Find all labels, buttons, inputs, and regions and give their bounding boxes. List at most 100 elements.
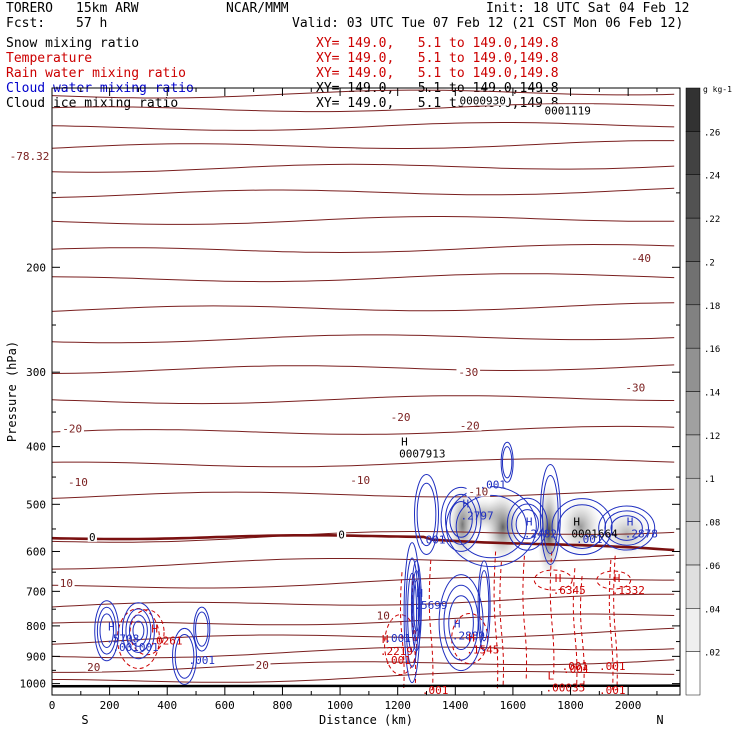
extremum-value: .5699 [414,599,447,612]
cloud-water-contour [195,611,209,647]
temperature-label: -30 [458,366,478,379]
temperature-isotherm [52,89,675,99]
temperature-isotherm [52,216,675,225]
freezing-level-line [52,534,675,552]
extremum-value: .1332 [612,584,645,597]
colorbar-bin [685,131,701,175]
extremum-value: .0261 [149,634,182,647]
temperature-isotherm [52,531,675,543]
temperature-label: -40 [631,252,651,265]
cloud-water-contour [448,595,474,651]
colorbar-tick-label: .02 [704,649,720,659]
temperature-isotherm [52,243,675,254]
cloud-water-contour [539,463,561,565]
temperature-label-bg [58,577,75,589]
temperature-label-bg [336,528,347,540]
extremum-marker: H [401,435,408,448]
y-tick-label: 1000 [20,678,47,691]
field-name: Temperature [6,51,93,66]
y-tick-label: 600 [26,545,46,558]
temperature-label: -30 [625,381,645,394]
temperature-label-bg [66,476,90,488]
temperature-isotherm [52,395,675,405]
institution: NCAR/MMM [226,1,289,16]
x-tick-label: 400 [157,699,177,712]
extremum-marker: H [573,516,580,529]
temperature-label: 0 [89,531,96,544]
extremum-marker: H [108,621,115,634]
contour-value-label: .001 [384,632,411,645]
extremum-marker: H [526,516,533,529]
temperature-isotherm [52,364,675,374]
forecast-hour: 57 h [76,16,108,31]
temperature-label: -78.32 [10,150,50,163]
temperature-label: 0001119 [544,104,590,117]
x-tick-label: 1600 [500,699,527,712]
extremum-value: .2878 [625,528,658,541]
plot-frame [51,87,681,696]
y-tick-label: 200 [26,261,46,274]
extremum-value: .2797 [461,509,494,522]
extremum-marker: H [555,572,562,585]
rain-contour [580,576,585,687]
cloud-water-contour [506,497,548,551]
temperature-label: -10 [350,474,370,487]
rain-contour [384,614,418,676]
temperature-isotherm [52,302,675,312]
temperature-isotherm [52,140,675,149]
contour-value-label: .001001 [112,641,158,654]
cloud-water-contour [440,486,482,552]
colorbar-bin [685,347,701,392]
temperature-label-bg [254,659,271,671]
cloud-water-contour [413,473,439,555]
snow-shading-blob [454,496,515,533]
colorbar-bin [685,564,701,609]
colorbar-tick-label: .04 [704,605,720,615]
x-tick-label: 600 [215,699,235,712]
temperature-isotherm [52,576,675,589]
extremum-marker: H [627,516,634,529]
colorbar-bin [685,651,701,696]
y-tick-label: 700 [26,585,46,598]
cloud-water-contour [598,505,656,551]
field-xsec-range: XY= 149.0, 5.1 to 149.0,149.8 [316,51,559,66]
temperature-label-bg [456,366,481,378]
extremum-value: .2889 [452,630,485,643]
temperature-label-bg [388,411,413,423]
colorbar-tick-label: .18 [704,302,720,312]
temperature-isotherm [52,187,675,199]
cloud-water-contour [172,627,198,685]
extremum-marker: L [547,670,554,683]
y-tick-label: 300 [26,366,46,379]
temperature-isotherm [52,671,675,683]
cloud-water-contour [174,634,195,679]
contour-value-label: .001 [419,534,446,547]
x-tick-label: 2000 [615,699,642,712]
colorbar-tick-label: .16 [704,345,720,355]
cloud-water-contour [542,474,559,554]
temperature-label-bg [60,422,84,434]
temperature-label-bg [629,252,653,264]
temperature-label: -10 [468,486,488,499]
cloud-water-contour [193,606,211,652]
temperature-label: 0 [338,529,345,542]
contour-value-label: .001 [422,684,449,697]
y-tick-label: 500 [26,498,46,511]
rain-contour [493,551,499,689]
contour-value-label: .001 [189,654,216,667]
extremum-value: .1545 [466,644,499,657]
cloud-water-contour [438,574,484,672]
ground-surface-line [52,684,680,688]
extremum-value: 0001664 [571,528,618,541]
temperature-isotherm [52,334,675,344]
temperature-label-bg [85,660,102,672]
temperature-isotherm [52,659,675,673]
extremum-value: .2482 [524,528,557,541]
rain-contour [608,559,614,691]
temperature-isotherm [52,273,675,283]
temperature-isotherm [52,627,675,645]
field-name: Rain water mixing ratio [6,66,187,81]
colorbar-bin [685,87,701,132]
temperature-isotherm [52,613,675,626]
cloud-water-contour [558,504,606,549]
